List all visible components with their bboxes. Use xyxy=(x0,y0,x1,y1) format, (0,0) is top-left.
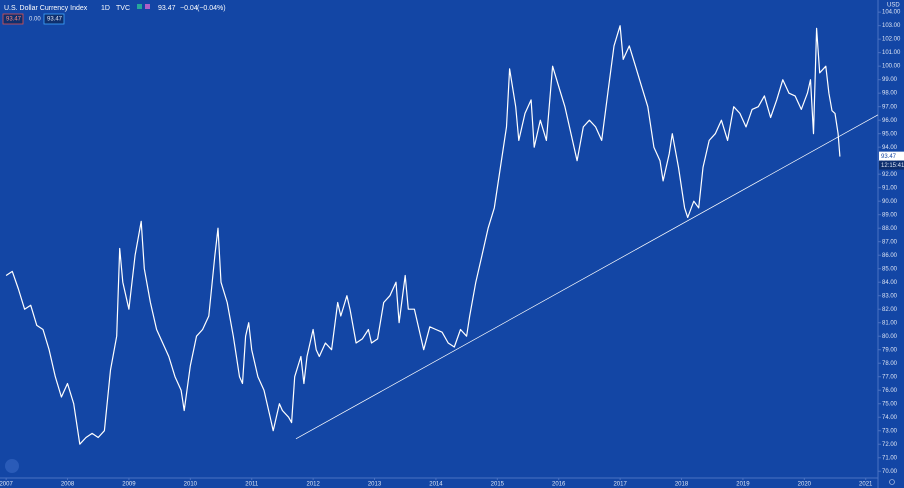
x-tick-label: 2015 xyxy=(491,482,505,488)
trendline xyxy=(295,114,879,440)
x-tick-label: 2010 xyxy=(184,482,198,488)
x-tick-label: 2011 xyxy=(245,482,259,488)
change-pct: (−0.04%) xyxy=(197,5,226,12)
price-line xyxy=(5,25,841,445)
y-tick-label: 87.00 xyxy=(882,239,898,245)
y-tick-label: 85.00 xyxy=(882,266,898,272)
change: −0.04 xyxy=(180,5,198,12)
box-label: 0.00 xyxy=(29,17,41,23)
settings[interactable] xyxy=(889,479,895,485)
y-tick-label: 81.00 xyxy=(882,320,898,326)
y-tick-label: 72.00 xyxy=(882,442,898,448)
x-tick-label: 2018 xyxy=(675,482,689,488)
y-tick-label: 89.00 xyxy=(882,212,898,218)
y-tick-label: 104.00 xyxy=(882,10,901,16)
interval: 1D xyxy=(101,5,110,12)
y-tick-label: 98.00 xyxy=(882,91,898,97)
price-tag xyxy=(879,151,904,161)
box[interactable] xyxy=(43,13,65,25)
x-tick-label: 2007 xyxy=(0,482,13,488)
x-tick-label: 2017 xyxy=(613,482,627,488)
box-label: 93.47 xyxy=(6,17,22,23)
y-tick-label: 77.00 xyxy=(882,374,898,380)
x-tick-label: 2019 xyxy=(736,482,750,488)
countdown-tag xyxy=(879,160,904,170)
y-tick-label: 86.00 xyxy=(882,253,898,259)
y-tick-label: 78.00 xyxy=(882,361,898,367)
y-tick-label: 84.00 xyxy=(882,280,898,286)
currency: USD xyxy=(887,3,900,9)
status-dot xyxy=(145,4,150,9)
x-tick-label: 2020 xyxy=(798,482,812,488)
x-tick-label: 2016 xyxy=(552,482,566,488)
y-tick-label: 97.00 xyxy=(882,104,898,110)
y-tick-label: 75.00 xyxy=(882,401,898,407)
y-tick-label: 96.00 xyxy=(882,118,898,124)
y-tick-label: 76.00 xyxy=(882,388,898,394)
y-tick-label: 92.00 xyxy=(882,172,898,178)
y-tick-label: 91.00 xyxy=(882,185,898,191)
x-tick-label: 2021 xyxy=(859,482,873,488)
y-tick-label: 95.00 xyxy=(882,131,898,137)
y-tick-label: 99.00 xyxy=(882,77,898,83)
y-tick-label: 103.00 xyxy=(882,23,901,29)
y-tick-label: 100.00 xyxy=(882,64,901,70)
y-tick-label: 82.00 xyxy=(882,307,898,313)
y-tick-label: 79.00 xyxy=(882,347,898,353)
last-price: 93.47 xyxy=(158,5,176,12)
y-tick-label: 90.00 xyxy=(882,199,898,205)
y-tick-label: 102.00 xyxy=(882,37,901,43)
y-tick-label: 74.00 xyxy=(882,415,898,421)
status-dot xyxy=(137,4,142,9)
x-tick-label: 2009 xyxy=(122,482,136,488)
y-tick-label: 83.00 xyxy=(882,293,898,299)
countdown: 12:15:41 xyxy=(881,163,904,169)
x-tick-label: 2012 xyxy=(306,482,320,488)
x-tick-label: 2013 xyxy=(368,482,382,488)
box[interactable] xyxy=(2,13,24,25)
y-tick-label: 70.00 xyxy=(882,469,898,475)
y-tick-label: 101.00 xyxy=(882,50,901,56)
chart-title: U.S. Dollar Currency Index xyxy=(4,5,88,12)
y-tick-label: 73.00 xyxy=(882,428,898,434)
y-tick-label: 94.00 xyxy=(882,145,898,151)
y-tick-label: 88.00 xyxy=(882,226,898,232)
y-tick-label: 71.00 xyxy=(882,455,898,461)
source: TVC xyxy=(116,5,130,12)
x-tick-label: 2014 xyxy=(429,482,443,488)
price-tag-label: 93.47 xyxy=(881,154,897,160)
box-label: 93.47 xyxy=(47,17,63,23)
x-tick-label: 2008 xyxy=(61,482,75,488)
y-tick-label: 80.00 xyxy=(882,334,898,340)
logo[interactable] xyxy=(5,459,19,473)
